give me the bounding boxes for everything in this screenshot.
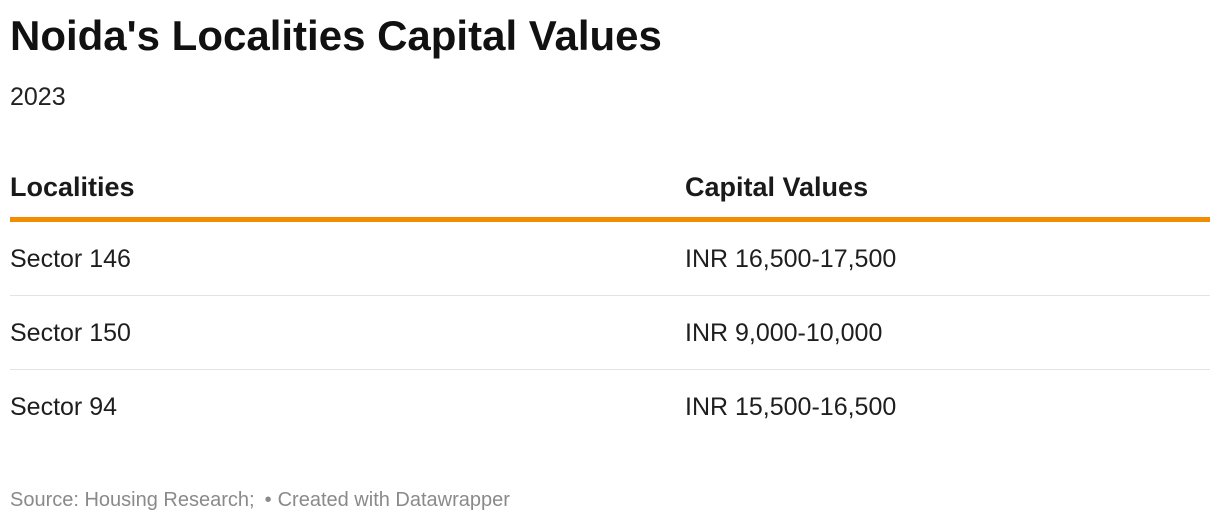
datawrapper-credit[interactable]: Created with Datawrapper [277, 489, 510, 511]
source-note: Source: Housing Research; [10, 489, 255, 511]
data-table: Localities Capital Values Sector 146 INR… [10, 166, 1210, 444]
capital-value-cell: INR 16,500-17,500 [685, 245, 897, 273]
chart-title: Noida's Localities Capital Values [10, 12, 662, 59]
chart-subtitle: 2023 [10, 83, 66, 111]
locality-cell: Sector 146 [10, 245, 131, 273]
capital-value-cell: INR 15,500-16,500 [685, 393, 897, 421]
column-header-capital-values: Capital Values [685, 172, 869, 202]
column-header-localities: Localities [10, 172, 135, 202]
table-row: Sector 150 INR 9,000-10,000 [10, 296, 1210, 370]
chart-footer: Source: Housing Research; • Created with D… [10, 487, 510, 513]
locality-cell: Sector 150 [10, 319, 131, 347]
table-row: Sector 146 INR 16,500-17,500 [10, 222, 1210, 296]
table-header: Localities Capital Values [10, 166, 1210, 222]
locality-cell: Sector 94 [10, 393, 118, 421]
table-row: Sector 94 INR 15,500-16,500 [10, 370, 1210, 444]
separator-dot: • [264, 489, 272, 511]
capital-value-cell: INR 9,000-10,000 [685, 319, 883, 347]
